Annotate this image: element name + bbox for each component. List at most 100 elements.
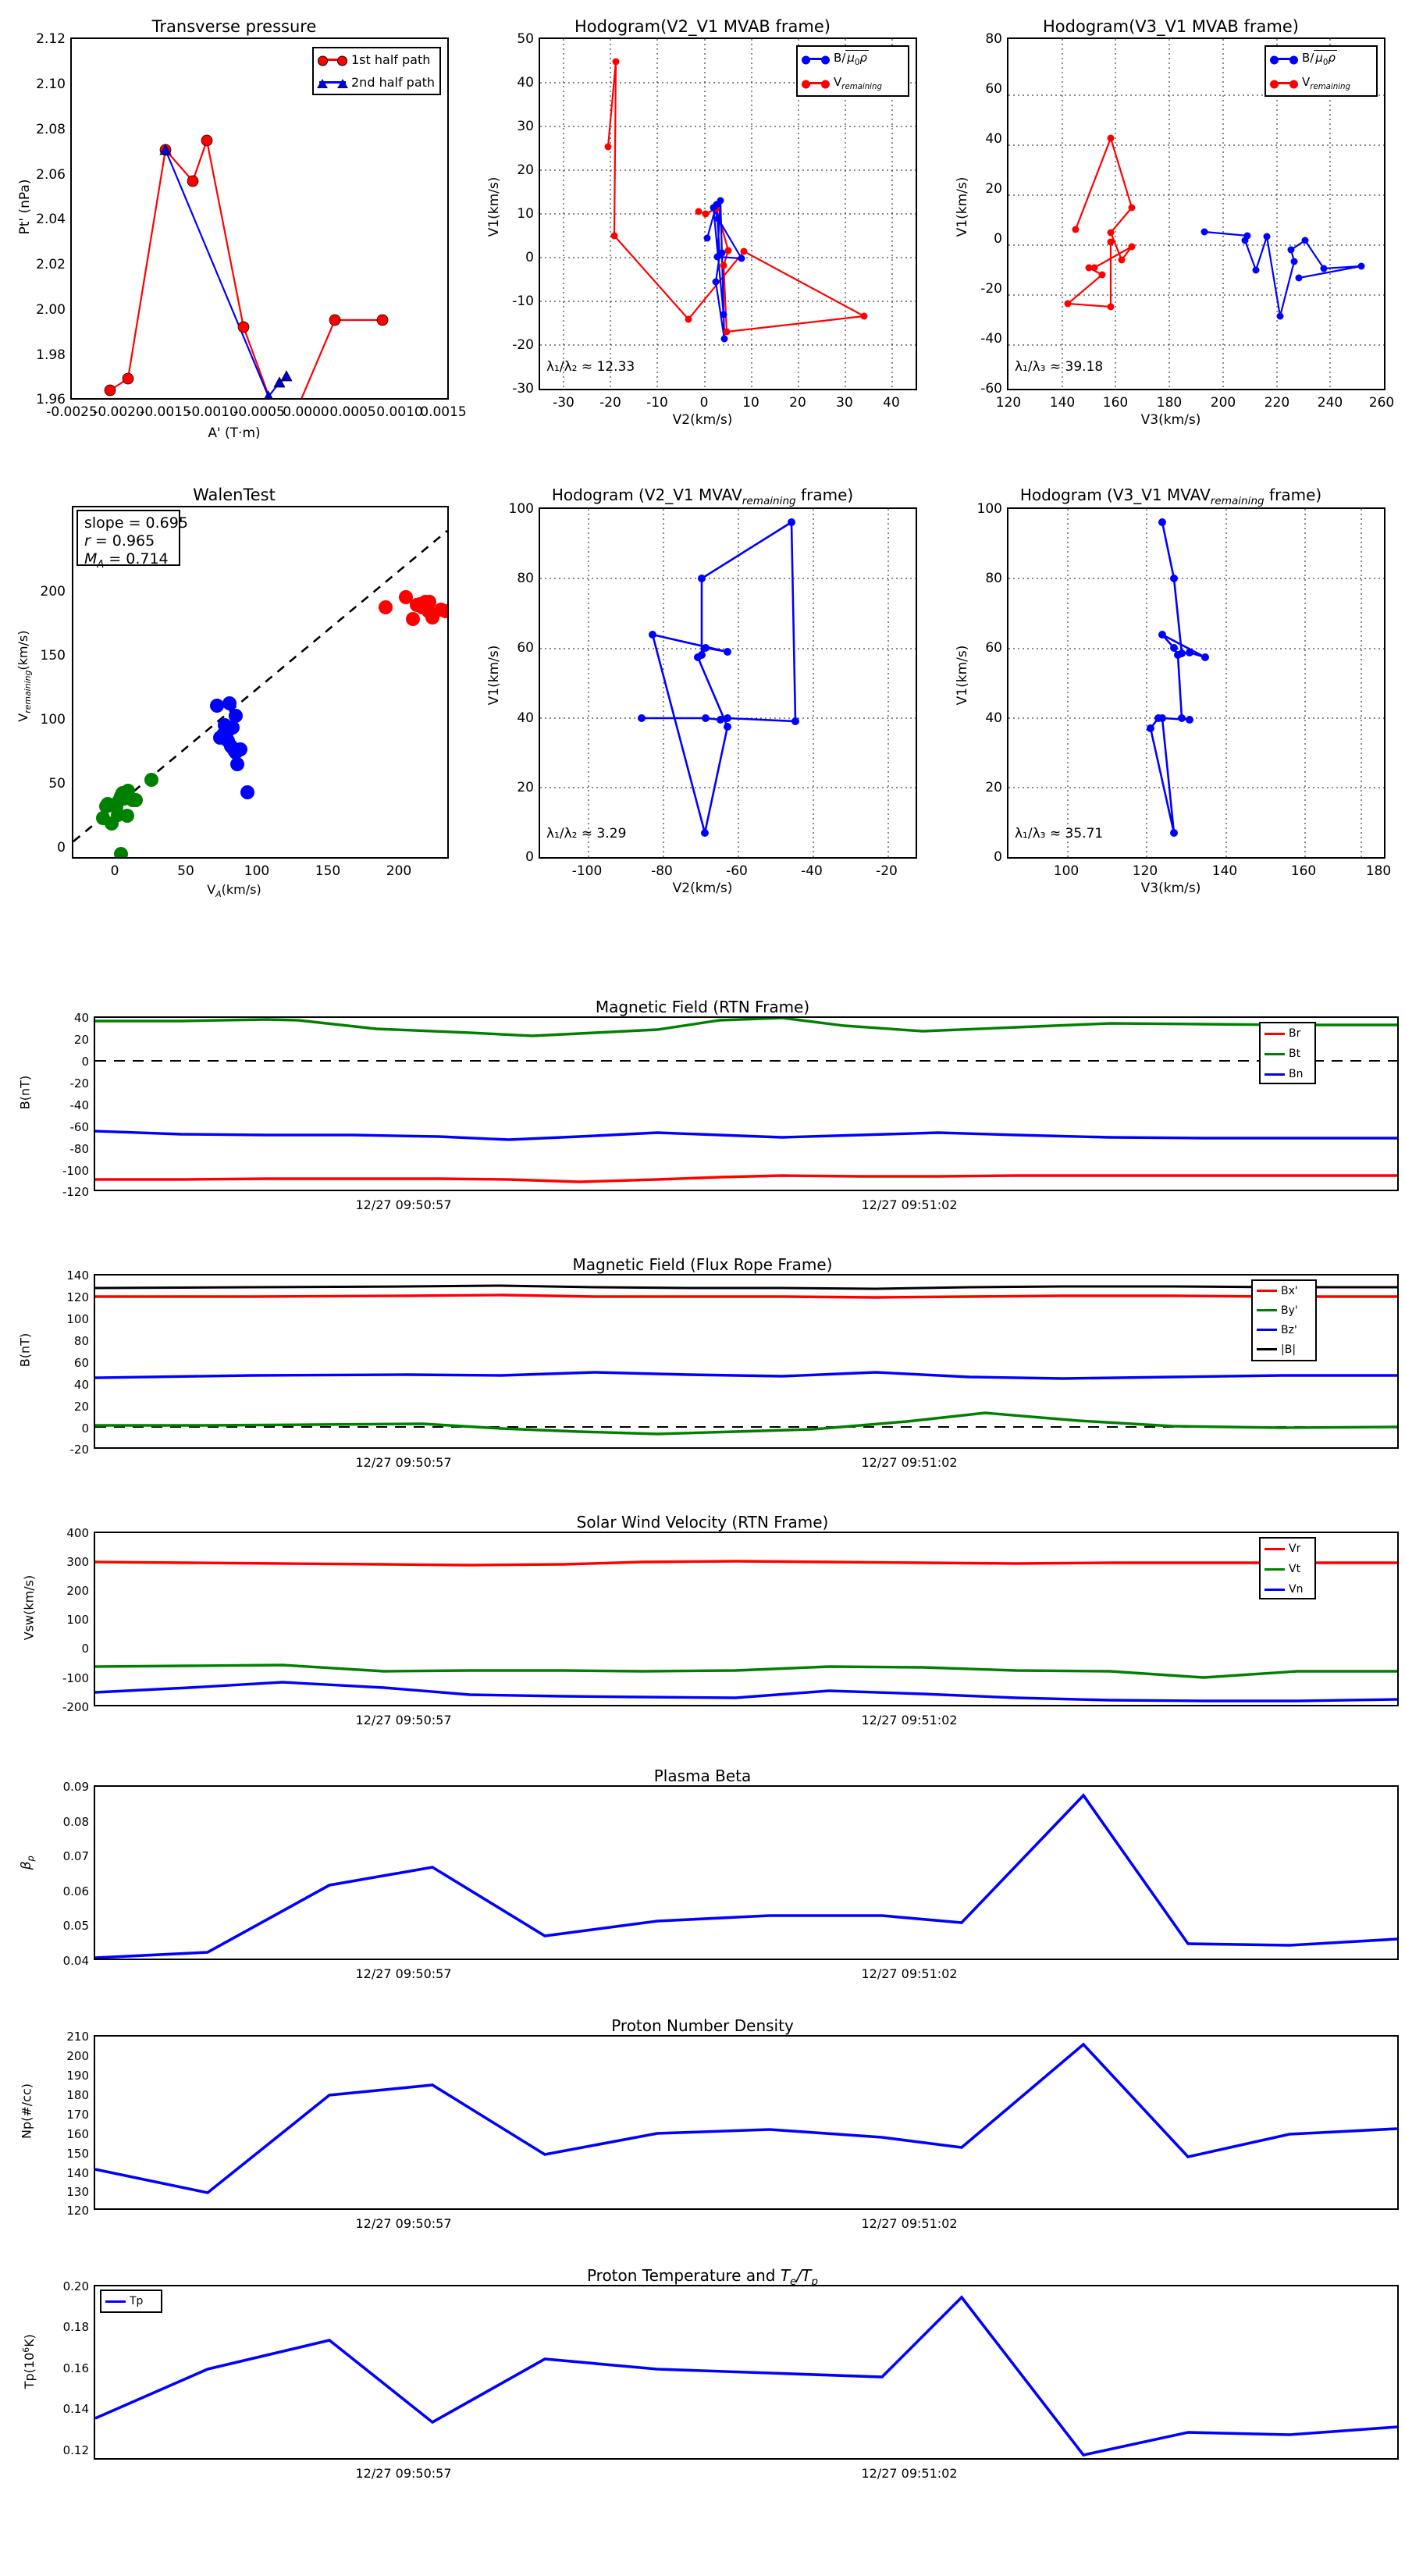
y-tick: -40 (980, 331, 1002, 347)
hodogram-v2v1-mvab-canvas (540, 39, 916, 389)
panel-title: Magnetic Field (Flux Rope Frame) (572, 1255, 833, 1274)
proton-temperature-canvas (95, 2295, 1397, 2457)
y-tick: 50 (517, 31, 534, 47)
y-tick: 0.07 (62, 1849, 89, 1863)
stat-slope: slope = 0.695 (84, 514, 188, 532)
legend-swatch-vr (1264, 1547, 1285, 1550)
panel-hodogram-v2v1-mvav: Hodogram (V2_V1 MVAVremaining frame) V1(… (468, 468, 937, 921)
y-tick: 40 (985, 710, 1002, 726)
legend-swatch-tp (105, 2300, 126, 2303)
y-tick: 0 (994, 231, 1002, 247)
legend-item: Bt (1261, 1044, 1314, 1064)
y-tick: 190 (66, 2069, 89, 2083)
legend-mag-fluxrope: Bx' By' Bz' |B| (1251, 1279, 1317, 1361)
legend-label: 1st half path (351, 52, 431, 67)
x-tick: 160 (1290, 863, 1317, 879)
panel-hodogram-v3v1-mvav: Hodogram (V3_V1 MVAVremaining frame) V1(… (937, 468, 1405, 921)
x-tick: 150 (315, 863, 341, 879)
legend-item: 1st half path (314, 48, 439, 71)
mag-fluxrope-canvas (95, 1284, 1397, 1436)
x-tick: -40 (801, 863, 823, 879)
y-tick: 40 (517, 710, 534, 726)
x-tick: 100 (1053, 863, 1080, 879)
legend-proton-temperature: Tp (100, 2290, 162, 2313)
legend-item: Vt (1261, 1559, 1314, 1579)
y-tick: -200 (62, 1700, 89, 1714)
x-tick: 240 (1317, 395, 1343, 411)
panel-title: WalenTest (193, 486, 276, 504)
x-tick-time: 12/27 09:51:02 (861, 2466, 958, 2481)
legend-item: Vremaining (798, 71, 908, 95)
x-axis-label: VA(km/s) (207, 882, 261, 900)
legend-label-vremaining: Vremaining (834, 75, 882, 91)
legend-item: Vremaining (1266, 71, 1376, 95)
y-tick: 60 (517, 640, 534, 656)
x-tick: 0.0005 (329, 404, 376, 420)
y-tick: 20 (73, 1400, 89, 1414)
x-tick: 140 (1211, 863, 1238, 879)
x-tick-time: 12/27 09:51:02 (861, 1966, 958, 1981)
legend-swatch-bmag (1257, 1348, 1277, 1350)
y-tick: 0.08 (62, 1815, 89, 1829)
y-tick: 0 (525, 250, 534, 265)
legend-swatch-1st-half (318, 55, 347, 66)
y-tick: 50 (48, 776, 66, 792)
x-tick-time: 12/27 09:51:02 (861, 1197, 958, 1212)
y-tick: 80 (985, 31, 1002, 47)
y-tick: 20 (517, 780, 534, 795)
y-tick: 160 (66, 2127, 89, 2141)
x-tick: 140 (1049, 395, 1076, 411)
y-tick: 1.98 (36, 347, 66, 363)
panel-title: Hodogram(V3_V1 MVAB frame) (1043, 17, 1299, 36)
y-tick: -30 (512, 381, 534, 397)
legend-label-tp: Tp (130, 2295, 144, 2307)
legend-label-vn: Vn (1289, 1583, 1304, 1596)
x-tick: 0 (110, 863, 119, 879)
y-tick: 80 (985, 571, 1002, 586)
y-tick: 100 (40, 712, 66, 728)
vsw-rtn-canvas (95, 1560, 1397, 1703)
x-tick: 180 (1156, 395, 1183, 411)
x-tick-time: 12/27 09:51:02 (861, 2216, 958, 2231)
y-tick: 0.12 (62, 2443, 89, 2457)
legend-label-vt: Vt (1289, 1563, 1301, 1575)
legend-item: B/μ0ρ (798, 47, 908, 71)
y-tick: 2.08 (36, 122, 66, 137)
panel-title: Solar Wind Velocity (RTN Frame) (576, 1513, 829, 1532)
y-tick: 300 (66, 1555, 89, 1569)
walen-stats-box: slope = 0.695 r = 0.965 MA = 0.714 (76, 510, 188, 571)
panel-title: Plasma Beta (653, 1767, 752, 1785)
y-tick: 40 (985, 131, 1002, 147)
y-tick: -100 (62, 1164, 89, 1178)
x-tick: -30 (553, 395, 574, 411)
y-tick: 0 (81, 1055, 89, 1069)
y-tick: 60 (985, 640, 1002, 656)
y-tick: 0.04 (62, 1954, 89, 1968)
plot-area (94, 1785, 1399, 1960)
y-tick: 40 (73, 1011, 89, 1025)
hodogram-v2v1-mvav-canvas (540, 509, 916, 857)
x-tick: -80 (651, 863, 673, 879)
y-tick: 200 (66, 2049, 89, 2063)
legend-label-bt: Bt (1289, 1048, 1301, 1060)
y-tick: 0 (81, 1642, 89, 1656)
stat-alfven-mach: MA = 0.714 (84, 550, 169, 571)
y-tick: -80 (69, 1142, 90, 1156)
x-tick-time: 12/27 09:50:57 (355, 1455, 452, 1470)
y-tick: 100 (976, 501, 1002, 517)
eigenvalue-ratio-annotation: λ₁/λ₃ ≈ 35.71 (1015, 826, 1104, 841)
panel-title: Proton Temperature and Te/Tp (586, 2266, 819, 2288)
plot-area (94, 1532, 1399, 1706)
stat-correlation: r = 0.965 (84, 532, 155, 550)
y-tick: 0 (994, 849, 1002, 865)
x-tick: 220 (1264, 395, 1290, 411)
y-tick: 0 (81, 1421, 89, 1436)
x-tick: -0.0010 (187, 404, 238, 420)
panel-title: Hodogram(V2_V1 MVAB frame) (574, 17, 831, 36)
legend-item: Vr (1261, 1539, 1314, 1559)
legend-swatch-bx (1257, 1290, 1277, 1292)
legend-item: Bn (1261, 1064, 1314, 1084)
y-tick: 100 (508, 501, 534, 517)
legend-item: B/μ0ρ (1266, 47, 1376, 71)
legend-swatch-vn (1264, 1588, 1285, 1591)
